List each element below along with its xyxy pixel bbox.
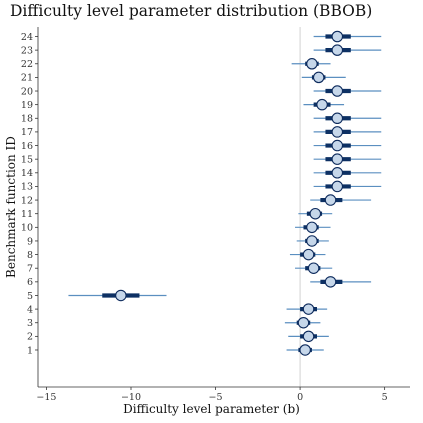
median-point [312, 71, 325, 84]
function-3-interval [284, 316, 321, 329]
y-tick-label: 4 [27, 304, 33, 315]
y-tick-label: 13 [21, 182, 33, 193]
median-point [297, 316, 310, 329]
y-tick-label: 17 [21, 127, 33, 138]
median-point [324, 194, 337, 206]
y-tick-label: 9 [27, 236, 33, 247]
y-tick-label: 19 [21, 100, 33, 111]
median-point [306, 58, 318, 70]
function-20-interval [313, 85, 382, 97]
median-point [302, 330, 315, 343]
y-tick-label: 20 [21, 86, 33, 97]
y-tick-label: 21 [21, 73, 33, 84]
median-point [331, 85, 344, 97]
function-24-interval [313, 30, 382, 43]
function-17-interval [313, 126, 382, 138]
y-tick-label: 8 [27, 250, 33, 261]
function-19-interval [303, 98, 345, 111]
function-12-interval [310, 194, 372, 206]
y-tick-label: 1 [27, 345, 33, 356]
y-tick-label: 12 [21, 195, 33, 206]
y-tick-label: 16 [21, 141, 33, 152]
y-tick-label: 10 [21, 223, 33, 234]
function-10-interval [295, 221, 331, 234]
median-point [299, 344, 311, 356]
x-axis-label: Difficulty level parameter (b) [123, 402, 300, 416]
x-axis: −15 −10 −5 0 5 [36, 386, 410, 403]
x-tick-label: 0 [297, 392, 303, 403]
function-22-interval [291, 58, 331, 70]
y-tick-label: 24 [21, 32, 33, 43]
function-6-interval [310, 276, 372, 288]
function-2-interval [288, 330, 329, 343]
median-point [306, 235, 318, 247]
median-point [324, 276, 337, 288]
y-tick-label: 14 [21, 168, 33, 179]
median-point [331, 153, 344, 165]
median-point [306, 221, 318, 234]
median-point [302, 303, 315, 315]
function-13-interval [313, 180, 382, 193]
x-tick-label: −5 [209, 392, 223, 403]
y-tick-label: 3 [27, 318, 33, 329]
median-point [331, 180, 344, 193]
function-15-interval [313, 153, 382, 165]
function-1-interval [286, 344, 324, 356]
function-14-interval [313, 167, 382, 179]
median-point [331, 112, 344, 125]
median-point [331, 139, 344, 152]
y-tick-label: 22 [21, 59, 33, 70]
function-23-interval [313, 44, 382, 56]
x-tick-label: 5 [382, 392, 388, 403]
median-point [316, 98, 328, 111]
median-point [331, 44, 344, 56]
function-8-interval [289, 248, 326, 261]
function-5-interval [68, 289, 167, 302]
interval-marks [68, 30, 382, 356]
y-tick-label: 2 [27, 332, 33, 343]
function-21-interval [301, 71, 346, 84]
y-tick-label: 6 [27, 277, 33, 288]
y-tick-label: 15 [21, 154, 33, 165]
y-tick-label: 7 [27, 264, 33, 275]
function-11-interval [298, 207, 333, 220]
x-tick-label: −10 [121, 392, 141, 403]
y-tick-label: 5 [27, 291, 33, 302]
function-7-interval [295, 262, 333, 274]
y-tick-label: 18 [21, 114, 33, 125]
y-tick-label: 23 [21, 45, 33, 56]
function-9-interval [296, 235, 329, 247]
median-point [331, 30, 344, 43]
median-point [115, 289, 127, 302]
function-18-interval [313, 112, 382, 125]
y-axis-label: Benchmark function ID [4, 136, 18, 278]
function-4-interval [286, 303, 328, 315]
median-point [331, 126, 344, 138]
median-point [302, 248, 315, 261]
median-point [309, 207, 322, 220]
y-tick-label: 11 [21, 209, 33, 220]
chart-title: Difficulty level parameter distribution … [10, 2, 373, 20]
function-16-interval [313, 139, 382, 152]
x-tick-label: −15 [36, 392, 56, 403]
median-point [307, 262, 320, 274]
median-point [331, 167, 344, 179]
